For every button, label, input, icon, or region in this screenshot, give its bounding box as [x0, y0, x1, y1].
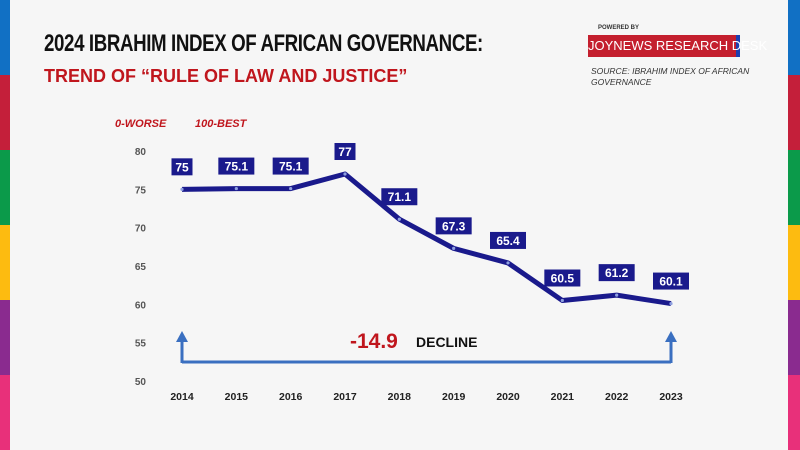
- x-tick-label: 2018: [388, 391, 412, 403]
- decorative-stripe: [788, 75, 800, 150]
- x-tick-label: 2023: [659, 391, 683, 403]
- data-label-box: [171, 158, 193, 176]
- data-point: [289, 186, 293, 191]
- x-tick-label: 2019: [442, 391, 466, 403]
- arrow-up-icon: [665, 331, 677, 342]
- decorative-stripe: [0, 225, 10, 300]
- decorative-stripe: [788, 300, 800, 375]
- x-tick-label: 2020: [496, 391, 520, 403]
- data-point: [180, 187, 184, 191]
- y-tick-label: 65: [135, 262, 147, 273]
- data-label: 75.1: [225, 160, 249, 174]
- data-label: 61.2: [605, 266, 629, 280]
- decorative-stripe: [0, 75, 10, 150]
- data-label: 75.1: [279, 160, 303, 174]
- decorative-stripe: [788, 150, 800, 225]
- source-note: SOURCE: IBRAHIM INDEX OF AFRICAN GOVERNA…: [591, 66, 750, 87]
- decline-label: DECLINE: [416, 334, 477, 350]
- data-label-box: [544, 269, 581, 287]
- chart-subtitle: TREND OF “RULE OF LAW AND JUSTICE”: [44, 66, 408, 86]
- data-label: 71.1: [388, 190, 412, 204]
- data-label: 65.4: [496, 234, 520, 248]
- arrow-up-icon: [176, 331, 188, 342]
- data-label-box: [598, 264, 635, 282]
- x-tick-label: 2021: [551, 391, 575, 403]
- data-label: 60.5: [551, 272, 575, 286]
- decorative-stripe: [0, 300, 10, 375]
- data-point: [452, 246, 456, 250]
- data-label-box: [272, 157, 309, 175]
- decorative-stripe: [788, 0, 800, 75]
- data-label-box: [435, 217, 472, 235]
- decorative-stripe: [788, 375, 800, 450]
- series-line: [181, 171, 672, 307]
- x-tick-label: 2016: [279, 391, 303, 403]
- data-point: [397, 217, 401, 221]
- data-point: [615, 293, 619, 297]
- chart-title: 2024 IBRAHIM INDEX OF AFRICAN GOVERNANCE…: [44, 30, 483, 57]
- x-tick-label: 2015: [225, 391, 249, 403]
- y-tick-label: 70: [135, 224, 147, 235]
- y-tick-label: 55: [135, 339, 147, 350]
- data-label-box: [334, 143, 356, 160]
- scale-best-label: 100-BEST: [195, 118, 247, 130]
- data-label-box: [490, 231, 526, 249]
- y-tick-label: 60: [135, 300, 147, 311]
- y-tick-label: 80: [135, 147, 147, 158]
- brand-logo: JOYNEWS RESEARCH DESK: [588, 35, 767, 57]
- x-tick-label: 2014: [170, 391, 194, 403]
- y-tick-label: 75: [135, 185, 147, 196]
- decorative-stripe: [0, 150, 10, 225]
- data-label: 77: [338, 145, 352, 159]
- x-tick-label: 2022: [605, 391, 629, 403]
- y-tick-label: 50: [135, 377, 147, 388]
- data-label: 60.1: [659, 275, 683, 289]
- data-point: [560, 298, 564, 303]
- decorative-stripe: [788, 225, 800, 300]
- decorative-stripe: [0, 0, 10, 75]
- data-label-box: [653, 272, 689, 290]
- data-label: 75: [175, 160, 189, 174]
- x-tick-label: 2017: [333, 391, 357, 403]
- data-label-box: [218, 157, 255, 175]
- data-label: 67.3: [442, 219, 466, 233]
- data-label-box: [381, 188, 418, 206]
- scale-worst-label: 0-WORSE: [115, 118, 167, 130]
- powered-by-label: POWERED BY: [598, 25, 640, 31]
- data-point: [506, 261, 510, 265]
- data-point: [669, 301, 673, 306]
- data-point: [343, 172, 347, 176]
- decorative-stripe: [0, 375, 10, 450]
- data-point: [234, 186, 238, 191]
- decline-value: -14.9: [350, 330, 398, 353]
